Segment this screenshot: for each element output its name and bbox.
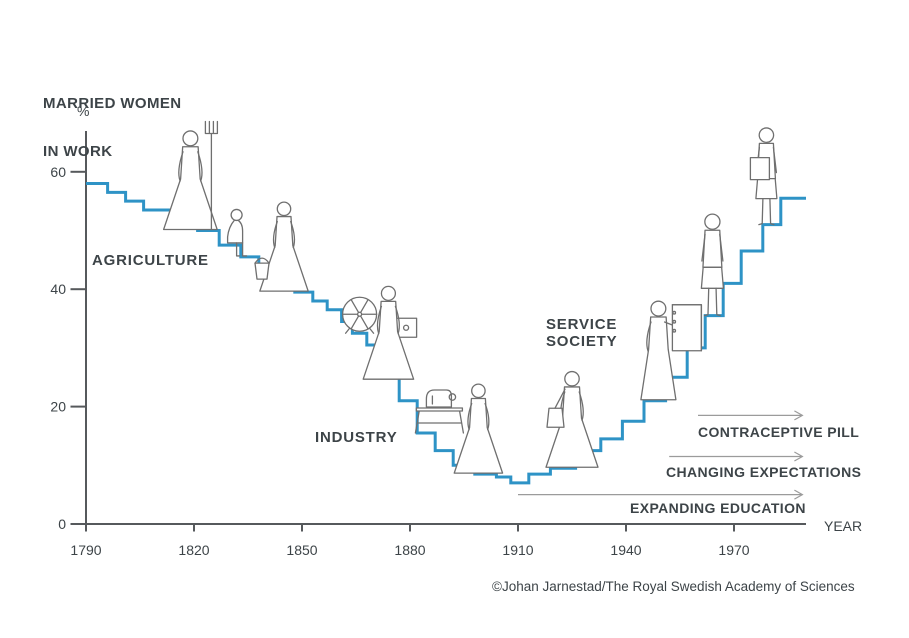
sewing-machine-icon: [414, 389, 465, 434]
woman-with-folder-icon: [749, 127, 778, 226]
x-tick-label: 1940: [610, 542, 641, 558]
annotation-arrow-icon: [518, 489, 804, 500]
credit-line: ©Johan Jarnestad/The Royal Swedish Acade…: [492, 579, 855, 594]
step-line-married-women-pct: [86, 182, 806, 485]
label-expanding-education: EXPANDING EDUCATION: [630, 500, 806, 516]
chart-title-line2: IN WORK: [43, 143, 113, 160]
x-tick-label: 1970: [718, 542, 749, 558]
chart-title: MARRIED WOMEN IN WORK: [43, 64, 182, 192]
teacher-at-board-icon: [640, 300, 703, 401]
y-tick-label: 40: [50, 281, 66, 297]
y-axis-unit-label: %: [77, 103, 90, 119]
spinner-woman-icon: [362, 285, 415, 380]
x-tick-label: 1820: [178, 542, 209, 558]
label-service-society: SERVICE SOCIETY: [546, 316, 618, 350]
annotation-arrow-icon: [669, 451, 804, 462]
sitting-child-icon: [226, 208, 248, 257]
x-tick-label: 1850: [286, 542, 317, 558]
x-axis-label: YEAR: [824, 518, 863, 534]
office-woman-suit-icon: [700, 213, 725, 317]
y-tick-label: 20: [50, 399, 66, 415]
label-agriculture: AGRICULTURE: [92, 252, 209, 269]
chart-title-line1: MARRIED WOMEN: [43, 95, 182, 112]
label-changing-expectations: CHANGING EXPECTATIONS: [666, 464, 862, 480]
x-tick-label: 1790: [70, 542, 101, 558]
woman-with-pail-icon: [254, 201, 309, 292]
label-contraceptive-pill: CONTRACEPTIVE PILL: [698, 424, 860, 440]
label-industry: INDUSTRY: [315, 429, 398, 446]
x-tick-label: 1880: [394, 542, 425, 558]
farm-woman-pitchfork-icon: [162, 120, 219, 231]
seamstress-woman-icon: [453, 383, 504, 474]
y-tick-label: 0: [58, 516, 66, 532]
spinning-wheel-icon: [341, 296, 418, 338]
x-tick-label: 1910: [502, 542, 533, 558]
y-tick-label: 60: [50, 164, 66, 180]
woman-with-handbag-icon: [545, 370, 599, 468]
annotation-arrow-icon: [698, 410, 804, 421]
